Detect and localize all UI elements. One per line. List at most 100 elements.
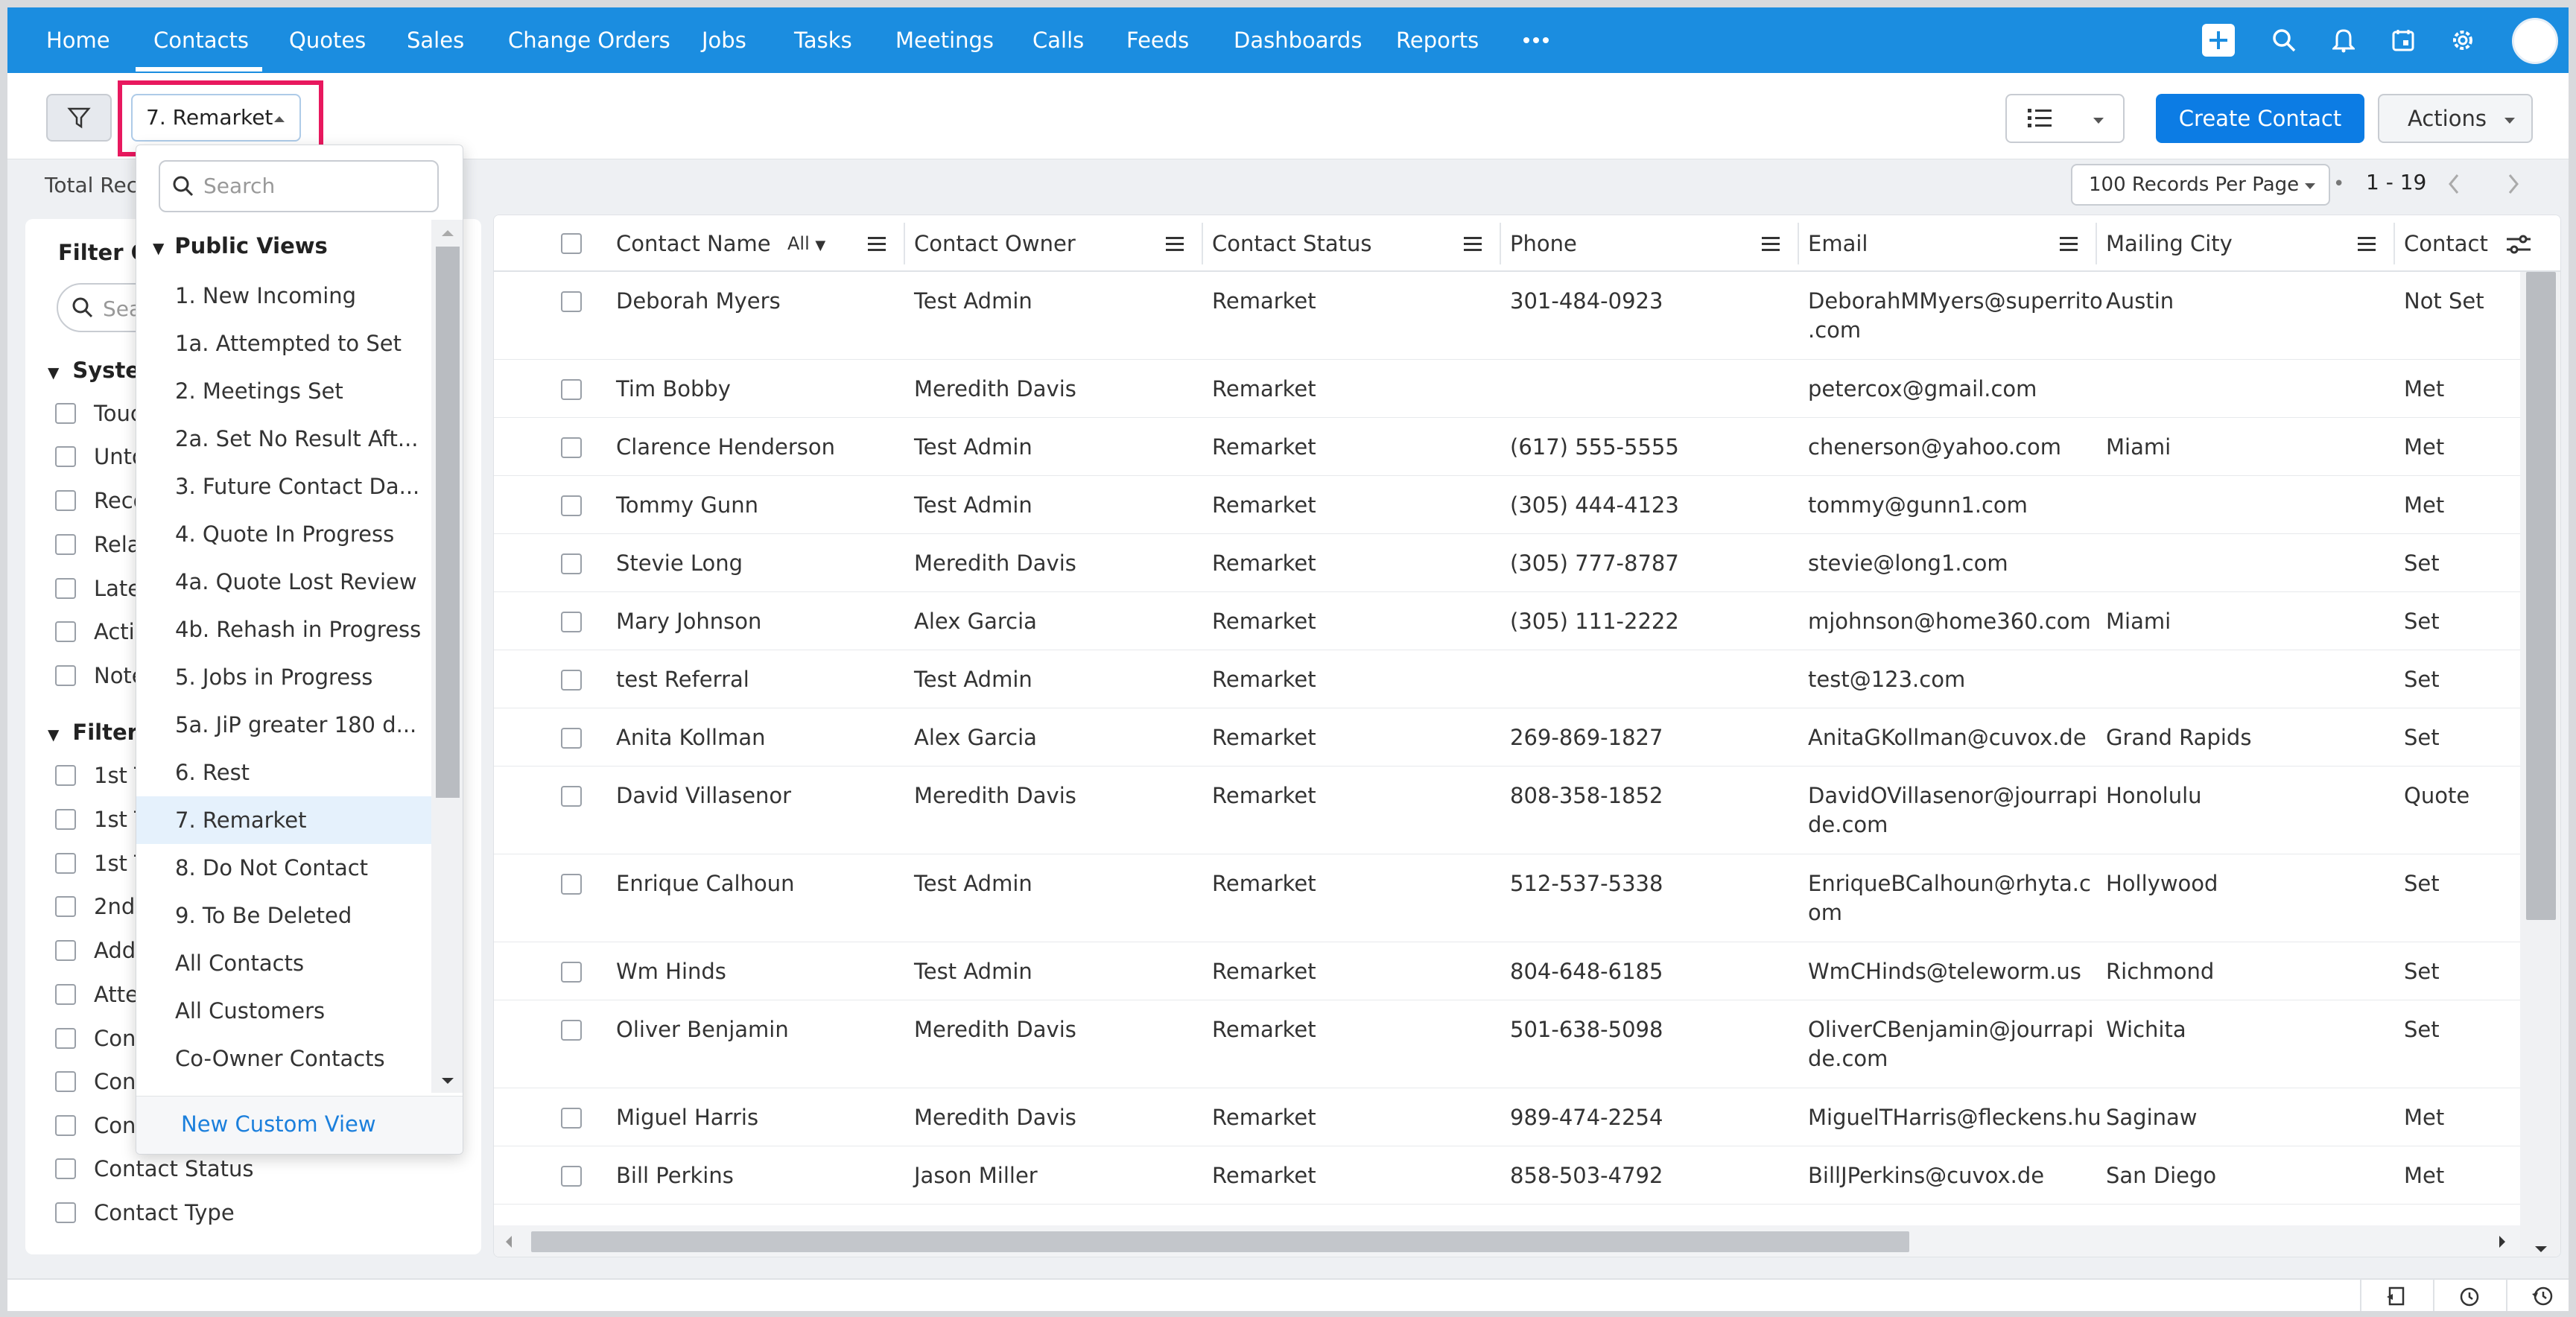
cell-contact-name[interactable]: Deborah Myers: [616, 288, 781, 314]
previous-page-icon[interactable]: [2446, 173, 2461, 195]
nav-reports[interactable]: Reports: [1396, 28, 1479, 53]
row-checkbox[interactable]: [561, 553, 582, 574]
cell-email[interactable]: test@123.com: [1808, 665, 1965, 694]
filter-item[interactable]: Con: [55, 1113, 136, 1138]
view-option[interactable]: 2. Meetings Set: [175, 378, 343, 404]
table-row[interactable]: Mary Johnson Alex Garcia Remarket (305) 111…: [494, 592, 2520, 650]
nav-jobs[interactable]: Jobs: [702, 28, 746, 53]
filter-item[interactable]: 1st T: [55, 763, 147, 788]
cell-contact-name[interactable]: Oliver Benjamin: [616, 1017, 789, 1042]
row-checkbox[interactable]: [561, 874, 582, 895]
cell-contact-name[interactable]: Tim Bobby: [616, 376, 731, 402]
cell-phone[interactable]: 808-358-1852: [1510, 783, 1663, 808]
cell-email[interactable]: BillJPerkins@cuvox.de: [1808, 1161, 2044, 1190]
table-row[interactable]: Wm Hinds Test Admin Remarket 804-648-6185 Wm…: [494, 942, 2520, 1000]
column-menu-icon[interactable]: [868, 235, 886, 253]
filter-item[interactable]: Note: [55, 663, 145, 688]
table-row[interactable]: Bill Perkins Jason Miller Remarket 858-503-…: [494, 1146, 2520, 1205]
filter-item[interactable]: Unto: [55, 444, 145, 469]
row-checkbox[interactable]: [561, 379, 582, 400]
row-checkbox[interactable]: [561, 786, 582, 807]
quick-create-plus-icon[interactable]: [2202, 24, 2235, 57]
view-option[interactable]: 6. Rest: [175, 760, 250, 785]
view-option[interactable]: 1a. Attempted to Set: [175, 331, 402, 356]
cell-email[interactable]: OliverCBenjamin@jourrapi de.com: [1808, 1015, 2094, 1073]
table-row[interactable]: test Referral Test Admin Remarket test@123.…: [494, 650, 2520, 708]
filter-toggle-button[interactable]: [46, 94, 112, 142]
nav-dashboards[interactable]: Dashboards: [1234, 28, 1362, 53]
avatar[interactable]: [2512, 18, 2558, 64]
cell-phone[interactable]: (305) 111-2222: [1510, 609, 1679, 634]
cell-contact-name[interactable]: Miguel Harris: [616, 1105, 759, 1130]
system-filters-group[interactable]: ▼ Syste: [48, 358, 140, 383]
cell-contact-name[interactable]: Bill Perkins: [616, 1163, 734, 1188]
column-header-mailing-city[interactable]: Mailing City: [2106, 231, 2233, 256]
view-option[interactable]: 9. To Be Deleted: [175, 903, 352, 928]
filter-item[interactable]: Contact Type: [55, 1200, 235, 1225]
filter-item[interactable]: 2nd: [55, 894, 135, 919]
column-menu-icon[interactable]: [1166, 235, 1184, 253]
cell-email[interactable]: chenerson@yahoo.com: [1808, 433, 2061, 462]
field-filters-group[interactable]: ▼ Filter: [48, 720, 138, 745]
nav-contacts[interactable]: Contacts: [153, 28, 249, 53]
cell-phone[interactable]: (305) 444-4123: [1510, 492, 1679, 518]
cell-phone[interactable]: 804-648-6185: [1510, 959, 1663, 984]
column-menu-icon[interactable]: [2060, 235, 2078, 253]
view-option[interactable]: 4a. Quote Lost Review: [175, 569, 417, 594]
gear-icon[interactable]: [2446, 24, 2479, 57]
row-checkbox[interactable]: [561, 670, 582, 691]
cell-phone[interactable]: (305) 777-8787: [1510, 550, 1679, 576]
table-row[interactable]: Tim Bobby Meredith Davis Remarket petercox@…: [494, 360, 2520, 418]
scroll-down-icon[interactable]: [2534, 1245, 2548, 1254]
table-row[interactable]: Stevie Long Meredith Davis Remarket (305) 7…: [494, 534, 2520, 592]
cell-email[interactable]: MiguelTHarris@fleckens.hu: [1808, 1103, 2101, 1132]
horizontal-scrollbar[interactable]: [494, 1225, 2520, 1257]
row-checkbox[interactable]: [561, 1108, 582, 1129]
column-menu-icon[interactable]: [2358, 235, 2376, 253]
cell-phone[interactable]: 512-537-5338: [1510, 871, 1663, 896]
filter-item[interactable]: Late: [55, 576, 141, 601]
column-header-contact-name[interactable]: Contact Name: [616, 231, 771, 256]
view-search-input[interactable]: Search: [159, 160, 439, 212]
nav-home[interactable]: Home: [46, 28, 110, 53]
column-header-phone[interactable]: Phone: [1510, 231, 1577, 256]
cell-phone[interactable]: 269-869-1827: [1510, 725, 1663, 750]
view-option[interactable]: 5a. JiP greater 180 d...: [175, 712, 417, 737]
table-row[interactable]: David Villasenor Meredith Davis Remarket 80…: [494, 767, 2520, 854]
filter-item[interactable]: Contact Status: [55, 1156, 253, 1181]
column-header-contact-status[interactable]: Contact Status: [1212, 231, 1372, 256]
filter-item[interactable]: Acti: [55, 619, 135, 644]
table-row[interactable]: Enrique Calhoun Test Admin Remarket 512-537…: [494, 854, 2520, 942]
filter-item[interactable]: Reco: [55, 488, 146, 513]
nav-tasks[interactable]: Tasks: [794, 28, 852, 53]
filter-item[interactable]: Con: [55, 1069, 136, 1094]
cell-contact-name[interactable]: Stevie Long: [616, 550, 743, 576]
row-checkbox[interactable]: [561, 962, 582, 983]
cell-phone[interactable]: 501-638-5098: [1510, 1017, 1663, 1042]
filter-item[interactable]: 1st T: [55, 851, 147, 876]
search-icon[interactable]: [2268, 24, 2300, 57]
filter-item[interactable]: Rela: [55, 532, 141, 557]
name-filter-select[interactable]: All ▼: [787, 233, 826, 254]
recent-items-icon[interactable]: [2360, 1280, 2431, 1311]
dropdown-scrollbar[interactable]: [431, 220, 463, 1093]
records-per-page-select[interactable]: 100 Records Per Page: [2071, 164, 2330, 206]
view-option[interactable]: All Contacts: [175, 951, 305, 976]
table-row[interactable]: Miguel Harris Meredith Davis Remarket 989-4…: [494, 1088, 2520, 1146]
table-row[interactable]: Oliver Benjamin Meredith Davis Remarket 501…: [494, 1000, 2520, 1088]
view-option[interactable]: 1. New Incoming: [175, 283, 357, 308]
create-contact-button[interactable]: Create Contact: [2156, 94, 2364, 143]
calendar-icon[interactable]: [2387, 24, 2420, 57]
actions-button[interactable]: Actions: [2378, 94, 2533, 143]
next-page-icon[interactable]: [2506, 173, 2521, 195]
cell-contact-name[interactable]: Wm Hinds: [616, 959, 726, 984]
cell-email[interactable]: mjohnson@home360.com: [1808, 607, 2091, 636]
bell-icon[interactable]: [2327, 24, 2360, 57]
view-option[interactable]: 3. Future Contact Da...: [175, 474, 420, 499]
cell-contact-name[interactable]: Clarence Henderson: [616, 434, 836, 460]
table-row[interactable]: Tommy Gunn Test Admin Remarket (305) 444-41…: [494, 476, 2520, 534]
cell-phone[interactable]: 858-503-4792: [1510, 1163, 1663, 1188]
cell-email[interactable]: WmCHinds@teleworm.us: [1808, 957, 2081, 986]
dropdown-scroll-thumb[interactable]: [436, 247, 460, 798]
history-icon[interactable]: [2506, 1280, 2569, 1311]
